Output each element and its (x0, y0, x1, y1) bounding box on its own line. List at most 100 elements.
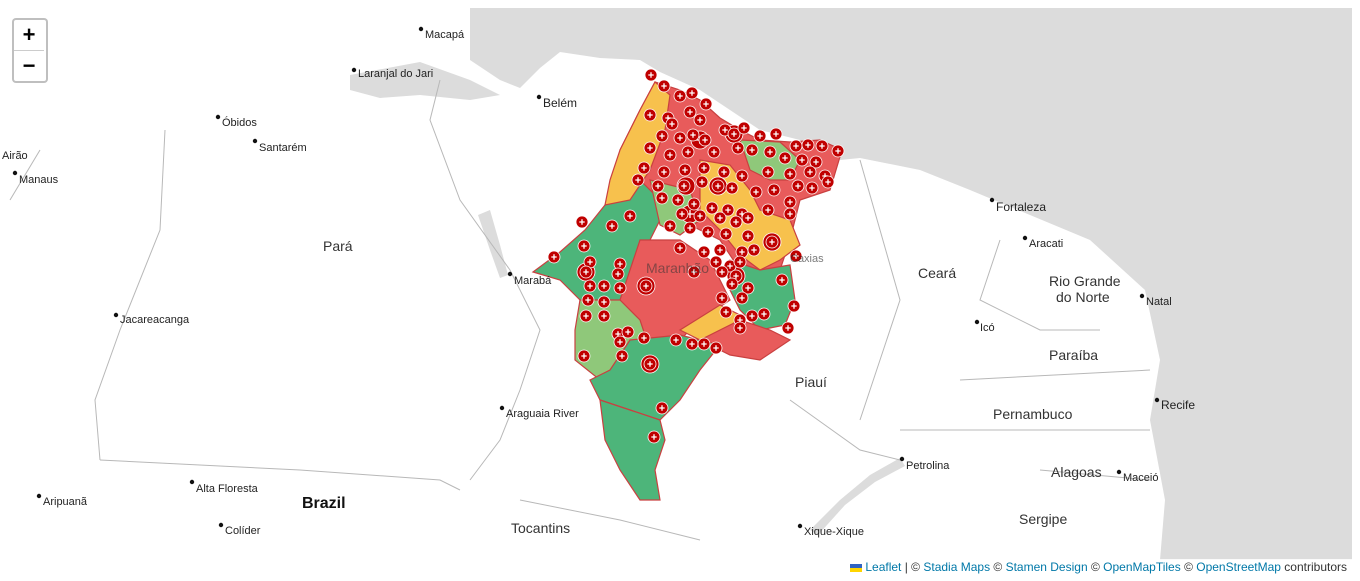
leaflet-link[interactable]: Leaflet (865, 560, 902, 574)
plus-marker-icon[interactable] (789, 249, 803, 263)
plus-marker-icon[interactable] (729, 215, 743, 229)
plus-marker-icon[interactable] (791, 179, 805, 193)
plus-marker-icon[interactable] (683, 221, 697, 235)
plus-marker-icon[interactable] (695, 175, 709, 189)
plus-marker-icon[interactable] (686, 128, 700, 142)
openmaptiles-link[interactable]: OpenMapTiles (1103, 560, 1181, 574)
plus-marker-icon[interactable] (681, 145, 695, 159)
plus-marker-icon[interactable] (725, 181, 739, 195)
plus-marker-icon[interactable] (613, 281, 627, 295)
plus-marker-icon[interactable] (647, 430, 661, 444)
plus-marker-icon[interactable] (579, 309, 593, 323)
plus-marker-icon[interactable] (583, 279, 597, 293)
plus-marker-icon[interactable] (547, 250, 561, 264)
plus-marker-icon[interactable] (803, 165, 817, 179)
plus-marker-icon[interactable] (713, 243, 727, 257)
plus-marker-icon[interactable] (579, 265, 593, 279)
plus-marker-icon[interactable] (741, 281, 755, 295)
plus-marker-icon[interactable] (657, 79, 671, 93)
plus-marker-icon[interactable] (753, 129, 767, 143)
plus-marker-icon[interactable] (697, 161, 711, 175)
plus-marker-icon[interactable] (577, 239, 591, 253)
plus-marker-icon[interactable] (709, 341, 723, 355)
plus-marker-icon[interactable] (597, 279, 611, 293)
plus-marker-icon[interactable] (637, 331, 651, 345)
plus-marker-icon[interactable] (693, 209, 707, 223)
marker-layer[interactable] (547, 68, 845, 444)
plus-marker-icon[interactable] (721, 203, 735, 217)
plus-marker-icon[interactable] (805, 181, 819, 195)
stadia-link[interactable]: Stadia Maps (923, 560, 991, 574)
plus-marker-icon[interactable] (733, 255, 747, 269)
plus-marker-icon[interactable] (815, 139, 829, 153)
stamen-link[interactable]: Stamen Design (1005, 560, 1088, 574)
osm-link[interactable]: OpenStreetMap (1196, 560, 1281, 574)
plus-marker-icon[interactable] (623, 209, 637, 223)
plus-marker-icon[interactable] (655, 401, 669, 415)
plus-marker-icon[interactable] (643, 357, 657, 371)
plus-marker-icon[interactable] (687, 197, 701, 211)
plus-marker-icon[interactable] (737, 121, 751, 135)
plus-marker-icon[interactable] (713, 211, 727, 225)
plus-marker-icon[interactable] (741, 229, 755, 243)
plus-marker-icon[interactable] (613, 335, 627, 349)
plus-marker-icon[interactable] (671, 193, 685, 207)
plus-marker-icon[interactable] (745, 309, 759, 323)
plus-marker-icon[interactable] (701, 225, 715, 239)
plus-marker-icon[interactable] (809, 155, 823, 169)
plus-marker-icon[interactable] (605, 219, 619, 233)
plus-marker-icon[interactable] (709, 255, 723, 269)
plus-marker-icon[interactable] (765, 235, 779, 249)
plus-marker-icon[interactable] (693, 113, 707, 127)
plus-marker-icon[interactable] (725, 277, 739, 291)
plus-marker-icon[interactable] (733, 321, 747, 335)
plus-marker-icon[interactable] (678, 163, 692, 177)
plus-marker-icon[interactable] (643, 141, 657, 155)
plus-marker-icon[interactable] (575, 215, 589, 229)
plus-marker-icon[interactable] (663, 219, 677, 233)
plus-marker-icon[interactable] (655, 129, 669, 143)
plus-marker-icon[interactable] (675, 207, 689, 221)
plus-marker-icon[interactable] (697, 337, 711, 351)
plus-marker-icon[interactable] (663, 148, 677, 162)
plus-marker-icon[interactable] (705, 201, 719, 215)
plus-marker-icon[interactable] (767, 183, 781, 197)
plus-marker-icon[interactable] (665, 117, 679, 131)
plus-marker-icon[interactable] (745, 143, 759, 157)
plus-marker-icon[interactable] (643, 108, 657, 122)
plus-marker-icon[interactable] (775, 273, 789, 287)
plus-marker-icon[interactable] (651, 179, 665, 193)
plus-marker-icon[interactable] (761, 165, 775, 179)
plus-marker-icon[interactable] (769, 127, 783, 141)
plus-marker-icon[interactable] (715, 265, 729, 279)
plus-marker-icon[interactable] (781, 321, 795, 335)
plus-marker-icon[interactable] (749, 185, 763, 199)
plus-marker-icon[interactable] (655, 191, 669, 205)
plus-marker-icon[interactable] (821, 175, 835, 189)
plus-marker-icon[interactable] (677, 179, 691, 193)
plus-marker-icon[interactable] (597, 295, 611, 309)
plus-marker-icon[interactable] (787, 299, 801, 313)
plus-marker-icon[interactable] (761, 203, 775, 217)
plus-marker-icon[interactable] (685, 337, 699, 351)
plus-marker-icon[interactable] (673, 131, 687, 145)
plus-marker-icon[interactable] (631, 173, 645, 187)
plus-marker-icon[interactable] (698, 133, 712, 147)
plus-marker-icon[interactable] (711, 179, 725, 193)
plus-marker-icon[interactable] (581, 293, 595, 307)
plus-marker-icon[interactable] (597, 309, 611, 323)
plus-marker-icon[interactable] (637, 161, 651, 175)
plus-marker-icon[interactable] (717, 165, 731, 179)
plus-marker-icon[interactable] (795, 153, 809, 167)
plus-marker-icon[interactable] (611, 267, 625, 281)
zoom-out-button[interactable]: − (14, 50, 44, 81)
plus-marker-icon[interactable] (731, 141, 745, 155)
plus-marker-icon[interactable] (657, 165, 671, 179)
plus-marker-icon[interactable] (789, 139, 803, 153)
plus-marker-icon[interactable] (621, 325, 635, 339)
plus-marker-icon[interactable] (719, 305, 733, 319)
plus-marker-icon[interactable] (707, 145, 721, 159)
plus-marker-icon[interactable] (685, 86, 699, 100)
plus-marker-icon[interactable] (727, 127, 741, 141)
